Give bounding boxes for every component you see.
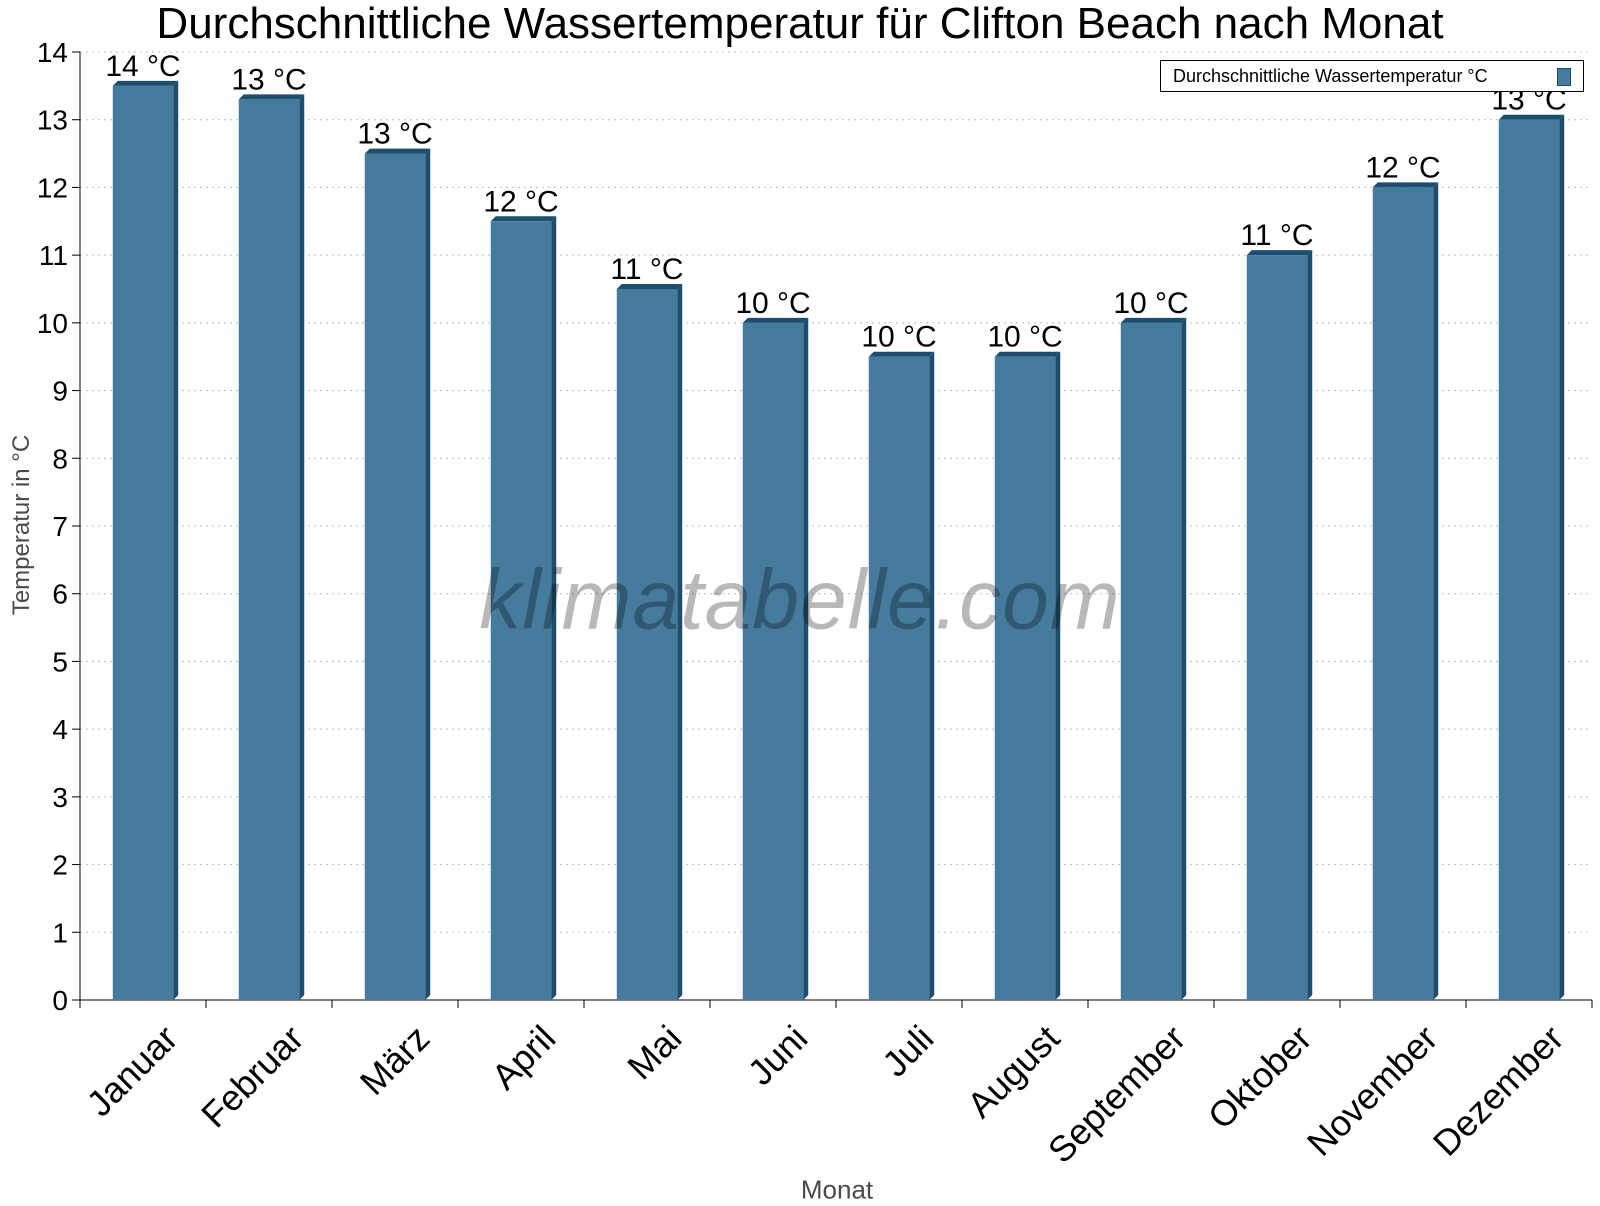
- data-label: 11 °C: [1240, 219, 1313, 252]
- y-axis-title: Temperatur in °C: [8, 434, 35, 616]
- x-tick-label: November: [1299, 1017, 1445, 1163]
- bar-top: [112, 80, 179, 86]
- x-tick-label: August: [959, 1017, 1067, 1125]
- bar: [1120, 322, 1182, 1000]
- x-tick-label: April: [483, 1017, 563, 1097]
- y-tick-label: 4: [52, 714, 68, 745]
- x-tick-label: September: [1040, 1017, 1194, 1171]
- x-tick-label: Juli: [874, 1017, 941, 1084]
- watermark: klimatabelle.com: [479, 552, 1121, 647]
- chart-title: Durchschnittliche Wassertemperatur für C…: [156, 0, 1444, 48]
- y-tick-label: 6: [52, 579, 68, 610]
- bar-side: [803, 317, 809, 1000]
- y-tick-label: 1: [52, 917, 68, 948]
- bar-side: [173, 80, 179, 1001]
- data-label: 10 °C: [735, 287, 810, 320]
- y-tick-label: 7: [52, 511, 68, 542]
- bar-top: [994, 351, 1061, 357]
- bar-top: [868, 351, 935, 357]
- bar-top: [1498, 114, 1565, 120]
- x-tick-label: März: [352, 1017, 438, 1103]
- bar-top: [1120, 317, 1187, 323]
- bar-top: [616, 284, 683, 289]
- y-tick-label: 2: [52, 850, 68, 881]
- bar-side: [425, 148, 431, 1001]
- bar-side: [1307, 250, 1313, 1001]
- legend-swatch: [1557, 68, 1571, 86]
- data-label: 11 °C: [610, 253, 683, 286]
- data-label: 12 °C: [483, 185, 558, 218]
- bar-top: [1372, 182, 1439, 188]
- bar-side: [677, 284, 683, 1000]
- bar: [1246, 255, 1308, 1001]
- x-axis-title: Monat: [800, 1174, 874, 1205]
- bar-side: [299, 94, 305, 1000]
- data-label: 14 °C: [105, 50, 180, 83]
- bar-top: [364, 148, 431, 154]
- data-label: 13 °C: [357, 118, 432, 151]
- x-tick-label: Juni: [740, 1017, 816, 1093]
- x-tick-label: Januar: [79, 1017, 186, 1124]
- x-tick-label: Dezember: [1425, 1017, 1571, 1163]
- bar: [1498, 119, 1560, 1000]
- bar-top: [490, 216, 557, 222]
- bar: [364, 153, 426, 1001]
- bar-top: [1246, 250, 1313, 256]
- y-tick-label: 13: [37, 105, 68, 136]
- data-label: 13 °C: [231, 63, 306, 96]
- y-tick-label: 9: [52, 376, 68, 407]
- x-tick-label: Mai: [619, 1017, 689, 1087]
- bar: [490, 221, 552, 1001]
- bar-side: [929, 351, 935, 1000]
- bar: [238, 99, 300, 1000]
- bar-side: [1559, 114, 1565, 1000]
- bar-top: [742, 317, 809, 323]
- data-label: 10 °C: [1113, 287, 1188, 320]
- bar-top: [238, 94, 305, 100]
- data-label: 12 °C: [1365, 151, 1440, 184]
- y-tick-label: 14: [37, 37, 68, 68]
- x-tick-label: Februar: [193, 1017, 311, 1135]
- bar: [742, 322, 804, 1000]
- data-label: 10 °C: [987, 321, 1062, 354]
- x-tick-label: Oktober: [1200, 1017, 1320, 1137]
- bar: [616, 289, 678, 1000]
- y-tick-label: 11: [39, 240, 68, 271]
- y-tick-label: 0: [52, 985, 68, 1016]
- legend[interactable]: Durchschnittliche Wassertemperatur °C: [1160, 60, 1584, 92]
- legend-label: Durchschnittliche Wassertemperatur °C: [1173, 66, 1488, 86]
- y-tick-label: 5: [52, 646, 68, 677]
- bar: [868, 356, 930, 1000]
- bar: [994, 356, 1056, 1000]
- bar-side: [1433, 182, 1439, 1000]
- y-tick-label: 12: [37, 172, 68, 203]
- bar-side: [551, 216, 557, 1001]
- bar: [112, 85, 174, 1001]
- y-tick-label: 8: [52, 443, 68, 474]
- bar: [1372, 187, 1434, 1000]
- bar-side: [1181, 317, 1187, 1000]
- y-tick-label: 10: [37, 308, 68, 339]
- y-tick-label: 3: [52, 782, 68, 813]
- data-label: 10 °C: [861, 321, 936, 354]
- bar-side: [1055, 351, 1061, 1000]
